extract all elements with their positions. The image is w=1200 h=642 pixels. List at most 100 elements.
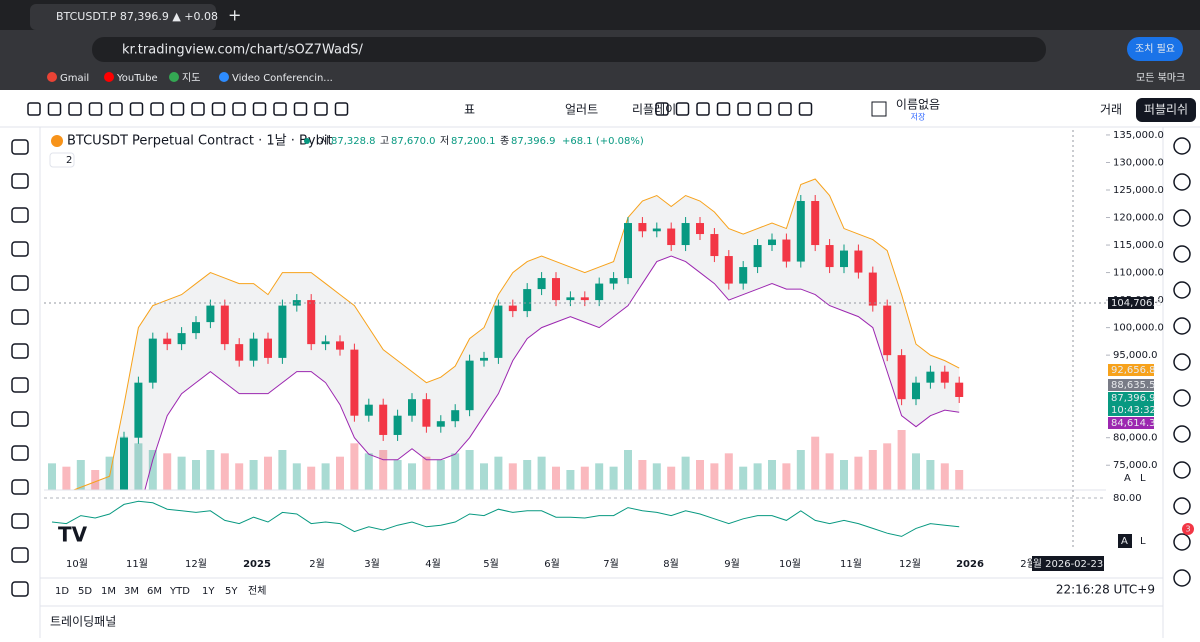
price-label: 104,706.8 — [1111, 298, 1162, 309]
left-tool[interactable] — [12, 412, 28, 426]
side-tool[interactable] — [1174, 534, 1190, 550]
candle — [149, 339, 157, 383]
bookmark-icon — [47, 72, 57, 82]
volume-bar — [955, 470, 963, 490]
candle — [883, 306, 891, 356]
volume-bar — [566, 470, 574, 490]
rsi-tick-label: 80.00 — [1113, 493, 1142, 504]
volume-bar — [48, 463, 56, 490]
side-tool[interactable] — [1174, 498, 1190, 514]
left-tool[interactable] — [12, 480, 28, 494]
left-tool[interactable] — [12, 548, 28, 562]
range-button[interactable]: 1Y — [202, 586, 215, 597]
volume-bar — [293, 463, 301, 490]
log-scale-rsi[interactable]: L — [1140, 536, 1146, 547]
tool-table[interactable]: 표 — [464, 103, 475, 117]
volume-bar — [350, 443, 358, 490]
volume-bar — [926, 460, 934, 490]
left-tool[interactable] — [12, 276, 28, 290]
side-tool[interactable] — [1174, 282, 1190, 298]
volume-bar — [653, 463, 661, 490]
side-tool[interactable] — [1174, 426, 1190, 442]
range-button[interactable]: YTD — [169, 586, 190, 597]
left-tool[interactable] — [12, 174, 28, 188]
ohlc-label: 종 — [500, 135, 509, 147]
side-tool[interactable] — [1174, 138, 1190, 154]
bookmark[interactable]: Gmail — [60, 73, 89, 84]
range-button[interactable]: 3M — [124, 586, 139, 597]
side-tool[interactable] — [1174, 246, 1190, 262]
volume-bar — [264, 457, 272, 490]
price-label: 10:43:32 — [1111, 405, 1156, 416]
save[interactable]: 저장 — [911, 112, 926, 122]
notification-count: 3 — [1185, 525, 1190, 534]
left-tool[interactable] — [12, 446, 28, 460]
volume-bar — [552, 467, 560, 490]
bookmark-icon — [219, 72, 229, 82]
side-tool[interactable] — [1174, 318, 1190, 334]
volume-bar — [725, 453, 733, 490]
left-tool[interactable] — [12, 344, 28, 358]
symbol[interactable]: BTCUSDT Perpetual Contract · 1날 · Bybit — [67, 134, 333, 149]
side-tool[interactable] — [1174, 390, 1190, 406]
range-button[interactable]: 1M — [101, 586, 116, 597]
range-button[interactable]: 전체 — [248, 585, 266, 597]
price-tick-label: 95,000.0 — [1113, 350, 1158, 361]
candle — [408, 399, 416, 416]
volume-bar — [811, 437, 819, 490]
candle — [696, 223, 704, 234]
candle — [494, 306, 502, 358]
left-tool[interactable] — [12, 140, 28, 154]
candle — [754, 245, 762, 267]
candle — [466, 361, 474, 411]
candle — [638, 223, 646, 231]
trading-panel[interactable]: 트레이딩패널 — [50, 615, 116, 629]
time-label: 10월 — [66, 558, 88, 570]
auto-scale[interactable]: A — [1124, 473, 1131, 484]
candle — [840, 251, 848, 268]
side-tool[interactable] — [1174, 174, 1190, 190]
candle — [235, 344, 243, 361]
time-label: 3월 — [364, 558, 380, 570]
side-tool[interactable] — [1174, 570, 1190, 586]
tool-alert[interactable]: 얼러트 — [565, 103, 598, 117]
range-button[interactable]: 1D — [55, 586, 69, 597]
side-tool[interactable] — [1174, 210, 1190, 226]
volume-bar — [480, 463, 488, 490]
volume-bar — [466, 450, 474, 490]
volume-bar — [422, 457, 430, 490]
volume-bar — [509, 463, 517, 490]
side-tool[interactable] — [1174, 462, 1190, 478]
left-tool[interactable] — [12, 208, 28, 222]
time-label: 12월 — [185, 558, 207, 570]
left-tool[interactable] — [12, 242, 28, 256]
bookmark[interactable]: 지도 — [182, 72, 200, 84]
volume-bar — [869, 450, 877, 490]
left-tool[interactable] — [12, 514, 28, 528]
auto-scale-rsi[interactable]: A — [1121, 536, 1128, 547]
volume-bar — [696, 460, 704, 490]
side-tool[interactable] — [1174, 354, 1190, 370]
tool-replay[interactable]: 리플레이 — [632, 103, 676, 117]
bookmark[interactable]: Video Conferencin... — [232, 73, 333, 84]
left-tool[interactable] — [12, 582, 28, 596]
range-button[interactable]: 5D — [78, 586, 92, 597]
trade[interactable]: 거래 — [1100, 103, 1122, 117]
bookmark[interactable]: YouTube — [116, 73, 158, 84]
candle — [523, 289, 531, 311]
new-tab[interactable]: + — [228, 6, 241, 25]
publish: 퍼블리쉬 — [1144, 103, 1188, 117]
range-button[interactable]: 5Y — [225, 586, 238, 597]
left-tool[interactable] — [12, 378, 28, 392]
ohlc-label: 고 — [380, 136, 389, 147]
candle — [365, 405, 373, 416]
range-button[interactable]: 6M — [147, 586, 162, 597]
volume-bar — [307, 467, 315, 490]
candle — [768, 240, 776, 246]
time-label: 8월 — [663, 558, 679, 570]
all-bookmarks[interactable]: 모든 북마크 — [1136, 72, 1185, 84]
log-scale[interactable]: L — [1140, 473, 1146, 484]
layout-name[interactable]: 이름없음 — [896, 98, 940, 112]
left-tool[interactable] — [12, 310, 28, 324]
price-tick-label: 100,000.0 — [1113, 323, 1164, 334]
